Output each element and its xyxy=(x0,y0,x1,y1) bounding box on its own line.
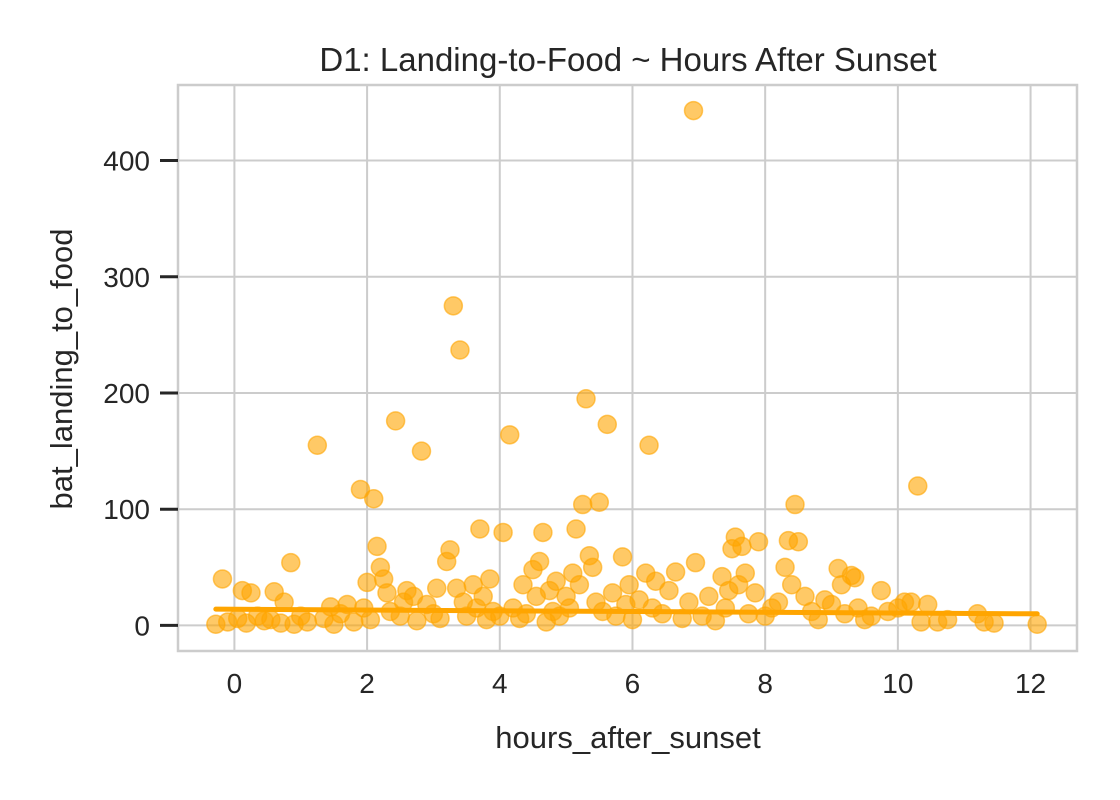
data-point xyxy=(908,476,928,496)
trend-line xyxy=(213,606,1040,617)
chart-title: D1: Landing-to-Food ~ Hours After Sunset xyxy=(319,41,936,78)
data-point xyxy=(679,592,699,612)
data-point xyxy=(357,572,377,593)
data-point xyxy=(685,552,706,573)
data-point xyxy=(619,575,639,595)
data-point xyxy=(281,552,301,573)
x-tick-label: 4 xyxy=(492,668,508,699)
data-point xyxy=(533,522,553,543)
data-point xyxy=(612,547,633,567)
data-point xyxy=(493,522,513,543)
data-point xyxy=(367,536,387,557)
y-tick-label: 0 xyxy=(134,610,150,641)
data-point xyxy=(576,389,596,409)
data-point xyxy=(470,519,490,539)
y-tick-label: 200 xyxy=(103,378,150,409)
y-axis-label: bat_landing_to_food xyxy=(44,229,79,510)
data-point xyxy=(385,411,406,431)
data-point xyxy=(546,571,566,592)
data-point xyxy=(411,441,432,461)
data-point xyxy=(901,592,921,612)
data-point xyxy=(297,612,318,632)
data-point xyxy=(443,296,464,316)
x-tick-label: 6 xyxy=(625,668,641,699)
data-point xyxy=(1027,614,1047,635)
x-tick-label: 8 xyxy=(757,668,773,699)
data-point xyxy=(529,551,550,572)
data-point xyxy=(363,488,384,509)
x-axis-label: hours_after_sunset xyxy=(495,720,761,755)
y-tick-label: 100 xyxy=(103,494,150,525)
data-point xyxy=(440,540,460,560)
data-point xyxy=(683,100,704,121)
x-tick-label: 2 xyxy=(359,668,375,699)
data-point xyxy=(377,583,397,603)
data-point xyxy=(788,532,809,552)
data-point xyxy=(665,562,686,582)
data-point xyxy=(360,609,381,630)
data-point xyxy=(645,571,666,592)
data-point xyxy=(499,425,520,445)
data-point xyxy=(699,586,719,607)
x-tick-label: 12 xyxy=(1015,668,1046,699)
data-point xyxy=(350,479,371,500)
data-point xyxy=(473,586,493,607)
data-point xyxy=(241,583,261,603)
data-point xyxy=(450,340,470,360)
data-point xyxy=(407,611,427,631)
data-point xyxy=(781,575,802,595)
data-point xyxy=(589,492,610,512)
y-tick-label: 400 xyxy=(103,146,150,177)
data-point xyxy=(861,606,882,626)
x-tick-label: 10 xyxy=(882,668,913,699)
plot-frame xyxy=(176,83,1079,653)
data-point xyxy=(602,583,623,603)
data-point xyxy=(566,519,586,539)
data-point xyxy=(513,575,533,595)
data-point xyxy=(768,592,789,612)
data-point xyxy=(984,613,1004,633)
data-point xyxy=(844,568,865,588)
data-point xyxy=(516,604,537,624)
data-point xyxy=(597,414,618,435)
data-point xyxy=(871,580,892,601)
data-point xyxy=(775,557,795,578)
data-point xyxy=(748,532,769,552)
data-point xyxy=(572,494,593,515)
data-point xyxy=(582,557,603,578)
data-point xyxy=(569,575,590,595)
data-point xyxy=(639,435,659,456)
data-point xyxy=(732,536,752,557)
data-point xyxy=(745,583,765,603)
data-point xyxy=(735,563,756,583)
data-point xyxy=(659,580,679,601)
data-point xyxy=(785,494,805,515)
data-point xyxy=(427,578,447,598)
y-tick-label: 300 xyxy=(103,262,150,293)
data-point xyxy=(307,435,328,456)
x-tick-label: 0 xyxy=(227,668,243,699)
data-point xyxy=(559,598,580,618)
data-point xyxy=(212,569,233,589)
data-point xyxy=(480,569,500,589)
